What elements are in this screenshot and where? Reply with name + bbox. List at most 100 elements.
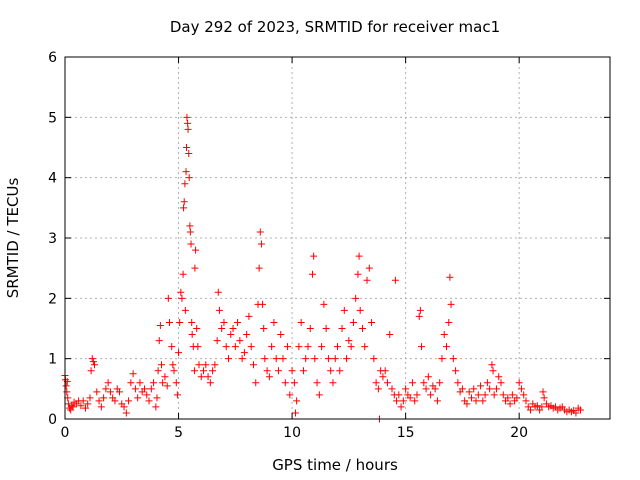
data-point-marker [381,367,389,375]
data-point-marker [363,276,371,284]
data-point-marker [225,355,232,363]
data-point-marker [281,379,289,387]
data-point-marker [168,343,176,351]
data-point-marker [399,397,407,405]
data-point-marker [97,403,105,411]
x-tick-labels: 0 5 10 15 20 [61,425,529,441]
data-point-marker [155,337,163,345]
chart-title: Day 292 of 2023, SRMTID for receiver mac… [170,18,500,36]
data-point-marker [279,355,287,363]
data-point-marker [140,385,148,393]
data-point-marker [154,367,162,375]
data-point-marker [62,382,70,390]
data-point-marker [68,402,76,410]
data-point-marker [156,321,164,329]
data-point-marker [158,361,166,369]
data-point-marker [180,204,188,212]
data-point-marker [145,397,153,405]
data-point-marker [286,391,294,399]
data-point-marker [152,403,160,411]
data-point-marker [306,325,314,332]
data-point-marker [383,379,391,387]
data-point-marker [304,343,312,351]
data-point-marker [313,379,321,387]
data-point-marker [479,397,487,405]
data-point-marker [104,379,112,387]
data-point-marker [427,391,435,399]
data-point-marker [180,198,188,206]
data-point-marker [355,252,363,260]
data-point-marker [116,388,123,396]
data-point-marker [69,403,77,411]
data-point-marker [131,385,139,393]
axis-ticks [64,56,610,420]
data-point-marker [343,355,351,363]
data-point-marker [153,394,161,402]
data-point-marker [489,367,497,375]
data-point-marker [274,367,282,375]
data-point-marker [445,318,453,326]
data-point-marker [91,361,99,369]
data-point-marker [204,373,212,381]
data-point-marker [349,318,357,326]
data-point-marker [125,397,133,405]
data-point-marker [186,222,194,230]
data-point-marker [214,288,222,296]
y-tick-label: 6 [48,50,57,66]
data-point-marker [218,325,226,332]
data-point-marker [299,367,307,375]
data-point-marker [334,343,341,351]
data-point-marker [438,355,446,363]
y-tick-label: 0 [48,412,57,428]
data-point-marker [268,343,276,351]
data-point-marker [173,391,181,399]
data-point-marker [386,331,394,339]
data-point-marker [277,331,285,339]
data-point-marker [252,379,260,387]
data-point-marker [182,168,190,176]
data-point-marker [365,264,373,272]
data-point-marker [411,397,419,405]
data-point-marker [249,361,257,369]
data-point-marker [172,379,180,387]
data-point-marker [352,294,360,302]
data-point-marker [406,394,414,402]
data-point-marker [229,325,237,332]
data-point-marker [272,355,280,363]
data-point-marker [77,402,85,410]
data-point-marker [393,397,401,405]
data-point-marker [539,388,547,396]
data-point-marker [324,355,332,363]
data-point-marker [177,288,185,296]
data-point-marker [206,379,214,387]
data-point-marker [329,379,337,387]
data-point-marker [533,402,541,410]
data-point-marker [424,373,432,381]
data-point-marker [413,391,421,399]
data-point-marker [63,388,71,396]
data-point-marker [508,391,516,399]
data-point-marker [517,385,525,393]
data-point-marker [488,361,496,369]
data-point-marker [127,379,135,387]
data-point-marker [81,404,89,412]
data-point-marker [176,318,184,326]
data-point-marker [470,385,478,393]
data-point-marker [187,240,195,248]
data-point-marker [64,400,72,408]
y-tick-label: 4 [48,171,57,187]
data-point-marker [361,343,369,351]
data-point-marker [192,246,200,254]
data-point-marker [486,385,494,393]
data-point-marker [472,397,480,405]
data-point-marker [147,385,155,393]
data-point-marker [163,382,171,390]
data-point-marker [420,379,428,387]
data-point-marker [257,240,265,248]
data-point-marker [358,325,366,332]
data-point-marker [161,373,169,381]
data-point-marker [499,391,507,399]
data-point-marker [338,325,346,332]
data-point-marker [179,270,187,278]
